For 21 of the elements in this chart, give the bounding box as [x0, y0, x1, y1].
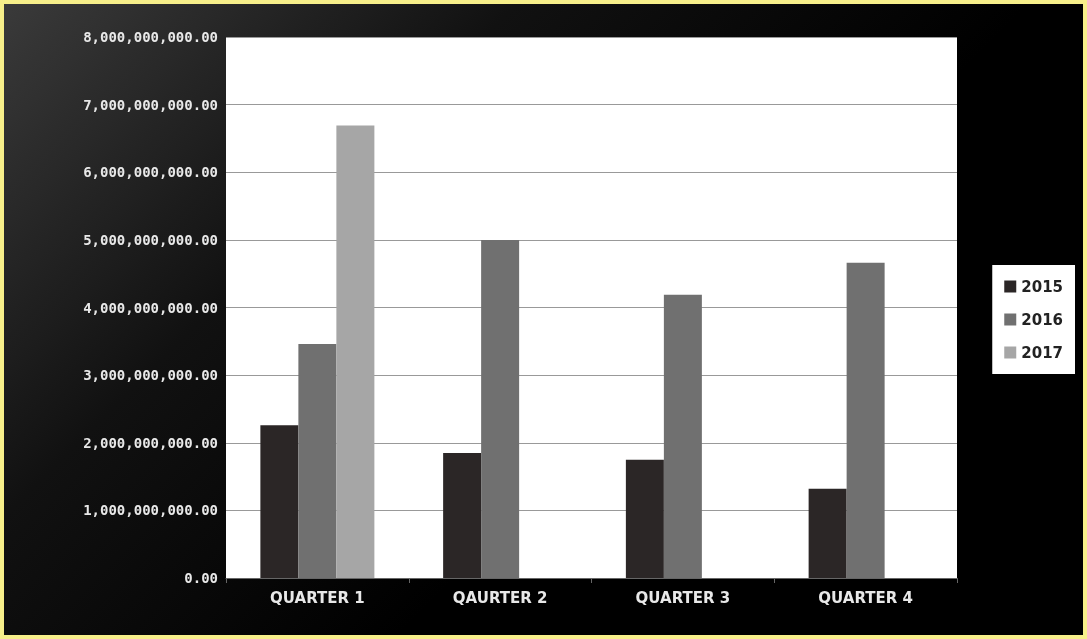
y-tick-label: 2,000,000,000.00 — [83, 434, 218, 451]
bar — [336, 125, 375, 578]
bar — [443, 452, 482, 578]
y-tick-label: 7,000,000,000.00 — [83, 96, 218, 113]
legend-label: 2017 — [1021, 343, 1063, 362]
x-tick-label: QUARTER 1 — [270, 588, 365, 607]
y-tick-label: 4,000,000,000.00 — [83, 299, 218, 316]
legend-label: 2015 — [1021, 277, 1063, 296]
y-tick-label: 8,000,000,000.00 — [83, 29, 218, 45]
y-tick-label: 0.00 — [184, 570, 218, 586]
x-tick-label: QAURTER 2 — [452, 588, 548, 607]
y-tick-label: 5,000,000,000.00 — [83, 231, 218, 248]
bar — [260, 425, 299, 578]
x-tick-label: QUARTER 4 — [818, 588, 913, 607]
x-tick-label: QUARTER 3 — [635, 588, 731, 607]
bar — [625, 459, 664, 578]
bar — [808, 488, 847, 578]
y-tick-label: 6,000,000,000.00 — [83, 164, 218, 181]
y-tick-label: 1,000,000,000.00 — [83, 502, 218, 519]
y-tick-label: 3,000,000,000.00 — [83, 367, 218, 384]
legend-label: 2016 — [1021, 310, 1063, 329]
